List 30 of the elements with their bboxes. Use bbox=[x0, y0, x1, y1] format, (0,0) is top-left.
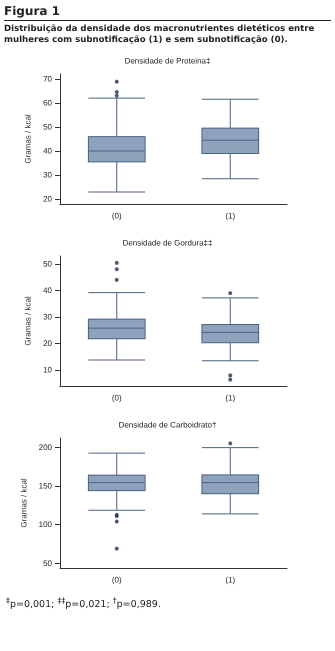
y-tick-label: 100 bbox=[38, 520, 53, 530]
x-tick-label: (1) bbox=[225, 576, 236, 585]
y-tick-label: 20 bbox=[43, 339, 53, 348]
x-tick-label: (1) bbox=[225, 394, 236, 403]
chart-title: Densidade de Gordura‡‡ bbox=[122, 238, 212, 248]
y-tick-label: 60 bbox=[43, 98, 53, 108]
y-tick-label: 20 bbox=[43, 195, 53, 204]
y-tick-label: 200 bbox=[38, 443, 53, 452]
chart-title: Densidade de Carboidrato† bbox=[118, 420, 216, 430]
y-tick-label: 50 bbox=[43, 559, 53, 568]
x-tick-label: (0) bbox=[112, 394, 122, 403]
y-tick-label: 150 bbox=[38, 482, 53, 491]
y-tick-label: 70 bbox=[43, 74, 53, 84]
y-axis-title: Gramas / kcal bbox=[24, 114, 33, 164]
y-axis-title: Gramas / kcal bbox=[19, 478, 28, 528]
text: Figura 1 bbox=[4, 4, 331, 21]
y-tick-label: 30 bbox=[43, 312, 53, 322]
y-axis-title: Gramas / kcal bbox=[24, 296, 33, 346]
text: $^{‡}$p=0,001; $^{‡‡}$p=0,021; $^{†}$p=0,989. bbox=[6, 596, 162, 610]
y-tick-label: 50 bbox=[43, 260, 53, 269]
x-tick-label: (0) bbox=[112, 212, 122, 221]
y-tick-label: 40 bbox=[43, 286, 53, 296]
x-tick-label: (1) bbox=[225, 212, 236, 221]
text: Distribuição da densidade dos macronutrientes dietéticos entre mulheres com subnotificação (1) e sem subnotificação (0). bbox=[4, 24, 316, 46]
y-tick-label: 50 bbox=[43, 122, 53, 132]
y-tick-label: 30 bbox=[43, 170, 53, 180]
y-tick-label: 10 bbox=[43, 366, 53, 375]
chart-title: Densidade de Proteina‡ bbox=[124, 56, 210, 66]
y-tick-label: 40 bbox=[43, 146, 53, 156]
x-tick-label: (0) bbox=[112, 576, 122, 585]
